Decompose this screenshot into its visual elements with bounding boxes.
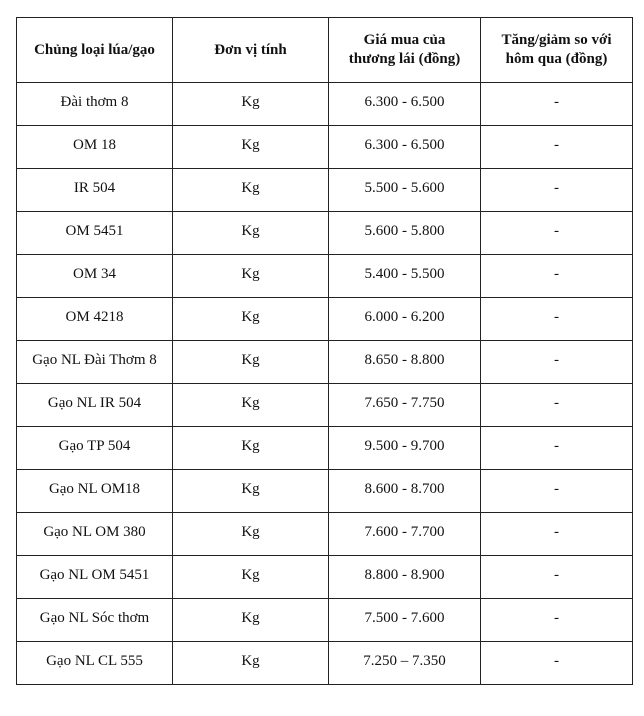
unit-cell: Kg — [172, 426, 329, 470]
variety-cell: Đài thơm 8 — [16, 82, 173, 126]
variety-cell: IR 504 — [16, 168, 173, 212]
variety-cell: OM 18 — [16, 125, 173, 169]
table-row: Gạo NL Sóc thơm Kg 7.500 - 7.600- — [16, 598, 633, 642]
price-cell: 7.500 - 7.600 — [328, 598, 481, 642]
header-price: Giá mua của thương lái (đồng) — [328, 17, 481, 83]
change-cell: - — [480, 641, 633, 685]
change-cell: - — [480, 598, 633, 642]
change-cell: - — [480, 383, 633, 427]
change-cell: - — [480, 82, 633, 126]
variety-cell: Gạo NL Đài Thơm 8 — [16, 340, 173, 384]
table-row: Đài thơm 8 Kg 6.300 - 6.500- — [16, 82, 633, 126]
table-row: Gạo NL OM18 Kg 8.600 - 8.700- — [16, 469, 633, 513]
header-change: Tăng/giảm so với hôm qua (đồng) — [480, 17, 633, 83]
table-row: Gạo NL IR 504 Kg 7.650 - 7.750- — [16, 383, 633, 427]
price-cell: 5.500 - 5.600 — [328, 168, 481, 212]
header-row: Chủng loại lúa/gạo Đơn vị tính Giá mua c… — [16, 17, 633, 83]
price-cell: 6.300 - 6.500 — [328, 125, 481, 169]
variety-cell: OM 4218 — [16, 297, 173, 341]
change-cell: - — [480, 426, 633, 470]
unit-cell: Kg — [172, 82, 329, 126]
variety-cell: Gạo NL OM 380 — [16, 512, 173, 556]
table-row: OM 18 Kg 6.300 - 6.500- — [16, 125, 633, 169]
variety-cell: Gạo NL Sóc thơm — [16, 598, 173, 642]
unit-cell: Kg — [172, 598, 329, 642]
unit-cell: Kg — [172, 555, 329, 599]
table-row: Gạo NL CL 555 Kg 7.250 – 7.350- — [16, 641, 633, 685]
unit-cell: Kg — [172, 125, 329, 169]
price-cell: 6.300 - 6.500 — [328, 82, 481, 126]
variety-cell: Gạo NL IR 504 — [16, 383, 173, 427]
change-cell: - — [480, 555, 633, 599]
header-unit: Đơn vị tính — [172, 17, 329, 83]
table-row: Gạo NL Đài Thơm 8 Kg 8.650 - 8.800- — [16, 340, 633, 384]
unit-cell: Kg — [172, 254, 329, 298]
price-cell: 9.500 - 9.700 — [328, 426, 481, 470]
price-cell: 7.650 - 7.750 — [328, 383, 481, 427]
change-cell: - — [480, 211, 633, 255]
unit-cell: Kg — [172, 469, 329, 513]
unit-cell: Kg — [172, 211, 329, 255]
unit-cell: Kg — [172, 512, 329, 556]
change-cell: - — [480, 125, 633, 169]
table-body: Đài thơm 8 Kg 6.300 - 6.500- OM 18 Kg 6.300 -… — [16, 82, 633, 685]
price-cell: 6.000 - 6.200 — [328, 297, 481, 341]
table-row: Gạo TP 504 Kg 9.500 - 9.700- — [16, 426, 633, 470]
unit-cell: Kg — [172, 168, 329, 212]
price-cell: 8.800 - 8.900 — [328, 555, 481, 599]
table-row: OM 34 Kg 5.400 - 5.500- — [16, 254, 633, 298]
change-cell: - — [480, 297, 633, 341]
price-cell: 5.600 - 5.800 — [328, 211, 481, 255]
price-cell: 7.600 - 7.700 — [328, 512, 481, 556]
price-cell: 8.600 - 8.700 — [328, 469, 481, 513]
table-row: OM 4218 Kg 6.000 - 6.200- — [16, 297, 633, 341]
unit-cell: Kg — [172, 383, 329, 427]
change-cell: - — [480, 340, 633, 384]
variety-cell: Gạo NL OM18 — [16, 469, 173, 513]
variety-cell: OM 5451 — [16, 211, 173, 255]
change-cell: - — [480, 512, 633, 556]
unit-cell: Kg — [172, 340, 329, 384]
table-row: Gạo NL OM 5451 Kg 8.800 - 8.900- — [16, 555, 633, 599]
table-row: OM 5451 Kg 5.600 - 5.800- — [16, 211, 633, 255]
price-cell: 8.650 - 8.800 — [328, 340, 481, 384]
table-row: Gạo NL OM 380 Kg 7.600 - 7.700- — [16, 512, 633, 556]
variety-cell: Gạo TP 504 — [16, 426, 173, 470]
change-cell: - — [480, 168, 633, 212]
change-cell: - — [480, 254, 633, 298]
change-cell: - — [480, 469, 633, 513]
header-variety: Chủng loại lúa/gạo — [16, 17, 173, 83]
variety-cell: OM 34 — [16, 254, 173, 298]
price-cell: 7.250 – 7.350 — [328, 641, 481, 685]
unit-cell: Kg — [172, 297, 329, 341]
rice-price-table: Chủng loại lúa/gạo Đơn vị tính Giá mua c… — [16, 17, 633, 685]
price-cell: 5.400 - 5.500 — [328, 254, 481, 298]
variety-cell: Gạo NL OM 5451 — [16, 555, 173, 599]
unit-cell: Kg — [172, 641, 329, 685]
variety-cell: Gạo NL CL 555 — [16, 641, 173, 685]
table-row: IR 504 Kg 5.500 - 5.600- — [16, 168, 633, 212]
